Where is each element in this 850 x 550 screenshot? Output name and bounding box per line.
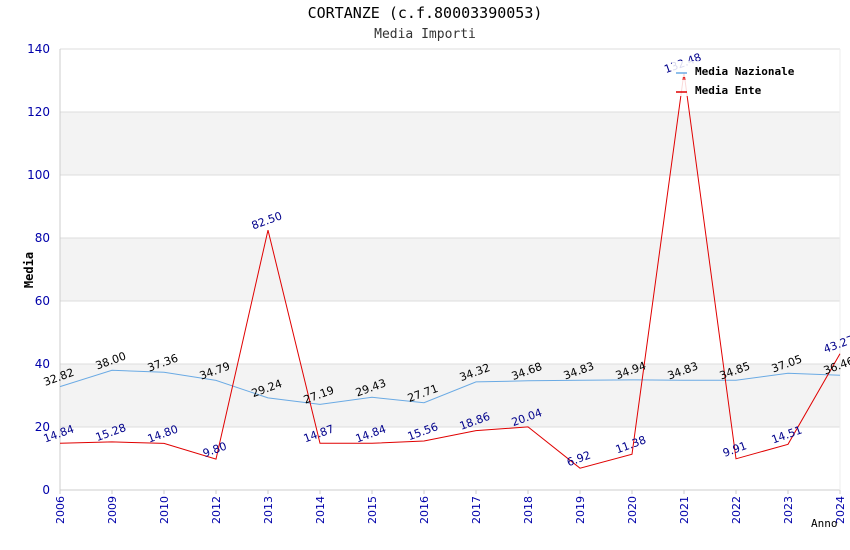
legend-label: Media Ente <box>695 84 762 97</box>
x-tick-labels: 2006 2009 2010 2012 2013 2014 2015 2016 2017 2018… <box>54 496 847 524</box>
series-line-2 <box>59 72 841 469</box>
x-tick-label: 2012 <box>210 496 223 524</box>
x-tick-label: 2009 <box>106 496 119 524</box>
y-tick-label: 20 <box>35 420 50 434</box>
y-tick-label: 80 <box>35 231 50 245</box>
y-tick-label: 100 <box>27 168 50 182</box>
x-tick-label: 2006 <box>54 496 67 524</box>
x-tick-label: 2016 <box>418 496 431 524</box>
grid-band <box>60 364 840 427</box>
data-label: 9.80 <box>201 440 228 461</box>
legend-bg <box>672 61 800 77</box>
grid-bands <box>60 112 840 427</box>
data-label: 82.50 <box>250 209 284 232</box>
y-tick-labels: 0 20 40 60 80 100 120 140 <box>27 42 50 497</box>
x-tick-label: 2014 <box>314 496 327 524</box>
series-line-1 <box>59 369 841 405</box>
x-tick-label: 2021 <box>678 496 691 524</box>
y-tick-label: 60 <box>35 294 50 308</box>
x-tick-label: 2023 <box>782 496 795 524</box>
chart-subtitle: Media Importi <box>374 27 476 42</box>
x-tick-label: 2020 <box>626 496 639 524</box>
y-axis-label: Media <box>22 252 36 288</box>
data-label: 43.27 <box>822 333 850 356</box>
x-tick-label: 2013 <box>262 496 275 524</box>
chart-title: CORTANZE (c.f.80003390053) <box>307 4 543 22</box>
grid-band <box>60 238 840 301</box>
y-tick-label: 120 <box>27 105 50 119</box>
data-label: 11.38 <box>614 433 648 456</box>
y-tick-label: 0 <box>42 483 50 497</box>
legend-bg <box>672 80 800 96</box>
legend-label: Media Nazionale <box>695 65 795 78</box>
legend: Media Nazionale Media Ente <box>672 61 800 97</box>
x-tick-label: 2019 <box>574 496 587 524</box>
x-tick-label: 2015 <box>366 496 379 524</box>
x-tick-label: 2018 <box>522 496 535 524</box>
y-tick-label: 140 <box>27 42 50 56</box>
series-lines <box>59 72 841 469</box>
grid-band <box>60 112 840 175</box>
x-tick-label: 2010 <box>158 496 171 524</box>
x-tick-label: 2024 <box>834 496 847 524</box>
x-tick-label: 2022 <box>730 496 743 524</box>
x-tick-label: 2017 <box>470 496 483 524</box>
x-axis-label: Anno <box>811 517 838 530</box>
y-tick-label: 40 <box>35 357 50 371</box>
axes <box>59 49 841 494</box>
